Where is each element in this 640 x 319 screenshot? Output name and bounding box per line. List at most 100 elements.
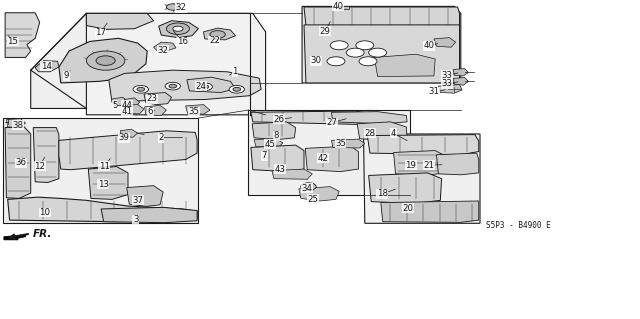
Circle shape <box>96 56 115 65</box>
Polygon shape <box>124 104 144 114</box>
Polygon shape <box>251 111 379 124</box>
Polygon shape <box>145 105 166 115</box>
Text: 1: 1 <box>232 67 237 76</box>
Text: 45: 45 <box>264 140 276 149</box>
Text: 33: 33 <box>441 71 452 80</box>
Polygon shape <box>453 78 468 85</box>
Polygon shape <box>86 13 154 29</box>
Text: 36: 36 <box>15 158 27 167</box>
Polygon shape <box>127 186 163 206</box>
Polygon shape <box>186 105 210 114</box>
Polygon shape <box>124 98 140 107</box>
Polygon shape <box>59 38 147 83</box>
Text: 40: 40 <box>332 2 344 11</box>
Polygon shape <box>6 119 26 128</box>
Text: 3: 3 <box>133 215 138 224</box>
Polygon shape <box>159 21 198 38</box>
Circle shape <box>86 51 125 70</box>
Text: 26: 26 <box>273 115 285 124</box>
Polygon shape <box>251 145 304 172</box>
Text: 35: 35 <box>335 139 346 148</box>
Polygon shape <box>248 110 410 195</box>
Polygon shape <box>438 85 462 93</box>
Text: 25: 25 <box>307 195 319 204</box>
Text: 5: 5 <box>113 101 118 110</box>
Text: FR.: FR. <box>33 229 52 240</box>
Text: 32: 32 <box>157 46 169 55</box>
Text: 7: 7 <box>262 151 267 160</box>
Text: 29: 29 <box>320 27 330 36</box>
Circle shape <box>233 87 241 91</box>
Text: 2: 2 <box>159 133 164 142</box>
Text: 11: 11 <box>99 162 110 171</box>
Text: 13: 13 <box>97 180 109 189</box>
Polygon shape <box>357 122 407 140</box>
Polygon shape <box>109 70 261 102</box>
Text: 14: 14 <box>40 62 52 71</box>
Circle shape <box>201 85 209 89</box>
Polygon shape <box>254 138 283 147</box>
Circle shape <box>210 31 225 38</box>
Polygon shape <box>5 127 31 198</box>
Polygon shape <box>35 61 59 72</box>
Polygon shape <box>4 234 26 240</box>
Circle shape <box>165 82 180 90</box>
Polygon shape <box>332 139 365 148</box>
Text: 22: 22 <box>209 36 220 45</box>
Text: 8: 8 <box>274 131 279 140</box>
Polygon shape <box>252 122 296 140</box>
Circle shape <box>173 26 183 31</box>
Text: 43: 43 <box>275 165 286 174</box>
Polygon shape <box>31 13 250 108</box>
Polygon shape <box>381 201 479 222</box>
Text: S5P3 - B4900 E: S5P3 - B4900 E <box>486 221 551 230</box>
Polygon shape <box>204 28 236 40</box>
Text: 38: 38 <box>12 121 24 130</box>
Polygon shape <box>101 207 197 223</box>
Polygon shape <box>369 173 442 204</box>
Polygon shape <box>33 128 59 182</box>
Text: 23: 23 <box>147 94 158 103</box>
Text: 41: 41 <box>121 107 132 116</box>
Polygon shape <box>332 112 407 124</box>
Polygon shape <box>304 25 460 83</box>
Polygon shape <box>394 151 445 175</box>
Text: 24: 24 <box>195 82 207 91</box>
Circle shape <box>166 23 189 34</box>
Text: 21: 21 <box>423 161 435 170</box>
Polygon shape <box>304 7 460 26</box>
Polygon shape <box>272 169 312 179</box>
Circle shape <box>169 84 177 88</box>
Circle shape <box>330 41 348 50</box>
Text: 28: 28 <box>364 129 376 138</box>
Text: 39: 39 <box>119 133 129 142</box>
Circle shape <box>356 41 374 50</box>
Polygon shape <box>144 93 172 105</box>
Polygon shape <box>453 69 468 76</box>
Polygon shape <box>436 153 479 175</box>
Polygon shape <box>305 146 358 172</box>
Text: 44: 44 <box>121 101 132 110</box>
Text: 19: 19 <box>406 161 416 170</box>
Circle shape <box>327 57 345 66</box>
Polygon shape <box>299 187 339 201</box>
Circle shape <box>229 85 244 93</box>
Circle shape <box>369 48 387 57</box>
Polygon shape <box>374 54 435 77</box>
Text: 4: 4 <box>391 129 396 138</box>
Polygon shape <box>3 118 198 223</box>
Polygon shape <box>364 134 480 223</box>
Text: 9: 9 <box>64 71 69 80</box>
Text: 33: 33 <box>441 79 452 88</box>
Text: 32: 32 <box>175 3 187 12</box>
Polygon shape <box>88 167 128 199</box>
Text: 10: 10 <box>39 208 51 217</box>
Text: 6: 6 <box>148 107 153 116</box>
Circle shape <box>166 4 179 10</box>
Text: 31: 31 <box>428 87 440 96</box>
Text: 15: 15 <box>7 37 19 46</box>
Text: 34: 34 <box>301 184 313 193</box>
Text: 40: 40 <box>423 41 435 50</box>
Circle shape <box>359 57 377 66</box>
Polygon shape <box>120 129 138 137</box>
